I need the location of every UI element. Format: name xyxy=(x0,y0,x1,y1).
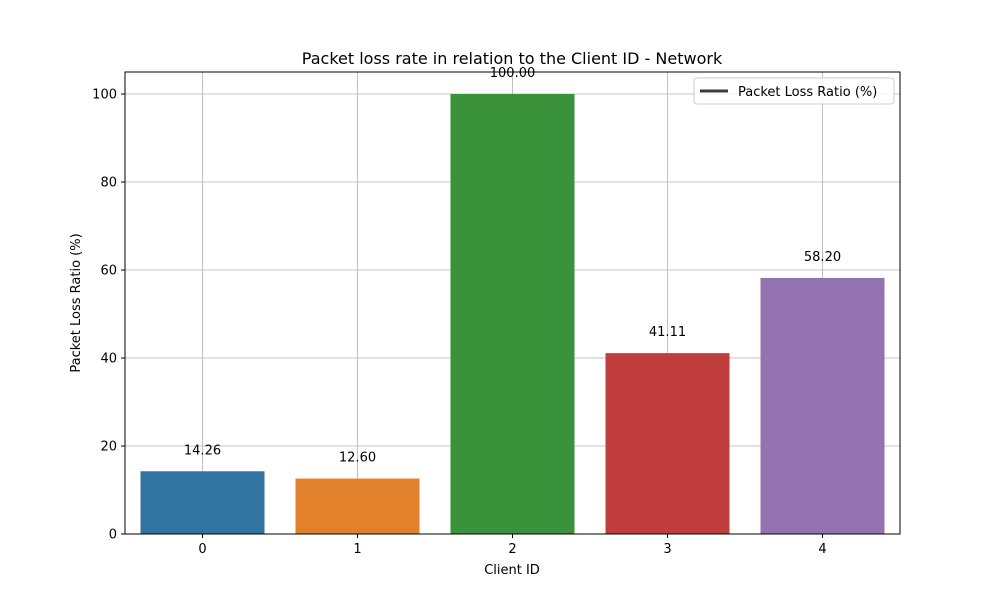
bars xyxy=(140,94,885,534)
x-tick-label: 4 xyxy=(818,542,826,557)
y-tick-label: 20 xyxy=(100,440,117,455)
chart-title: Packet loss rate in relation to the Clie… xyxy=(302,49,723,68)
y-tick-label: 40 xyxy=(100,352,117,367)
bar-client-2 xyxy=(450,94,575,534)
x-tick-label: 0 xyxy=(198,542,206,557)
y-tick-label: 80 xyxy=(100,176,117,191)
x-tick-label: 1 xyxy=(353,542,361,557)
bar-value-label: 12.60 xyxy=(339,451,376,466)
x-tick-label: 2 xyxy=(508,542,516,557)
legend: Packet Loss Ratio (%) xyxy=(693,77,895,105)
x-tick-label: 3 xyxy=(663,542,671,557)
bar-client-0 xyxy=(140,471,265,534)
y-tick-label: 60 xyxy=(100,264,117,279)
y-tick-label: 0 xyxy=(109,528,117,543)
bar-value-label: 100.00 xyxy=(490,66,536,81)
bar-client-3 xyxy=(605,353,730,534)
bar-value-labels: 14.26 12.60 100.00 41.11 58.20 xyxy=(184,66,841,466)
axis-ticks: 0 20 40 60 80 100 0 1 2 3 4 xyxy=(92,88,826,558)
y-tick-label: 100 xyxy=(92,88,117,103)
bar-value-label: 14.26 xyxy=(184,443,221,458)
bar-value-label: 58.20 xyxy=(804,250,841,265)
y-axis-label: Packet Loss Ratio (%) xyxy=(69,233,84,372)
bar-value-label: 41.11 xyxy=(649,325,686,340)
legend-box xyxy=(693,77,895,105)
x-axis-label: Client ID xyxy=(484,563,540,578)
legend-label: Packet Loss Ratio (%) xyxy=(738,85,877,100)
bar-client-4 xyxy=(760,277,885,534)
bar-client-1 xyxy=(295,478,420,534)
